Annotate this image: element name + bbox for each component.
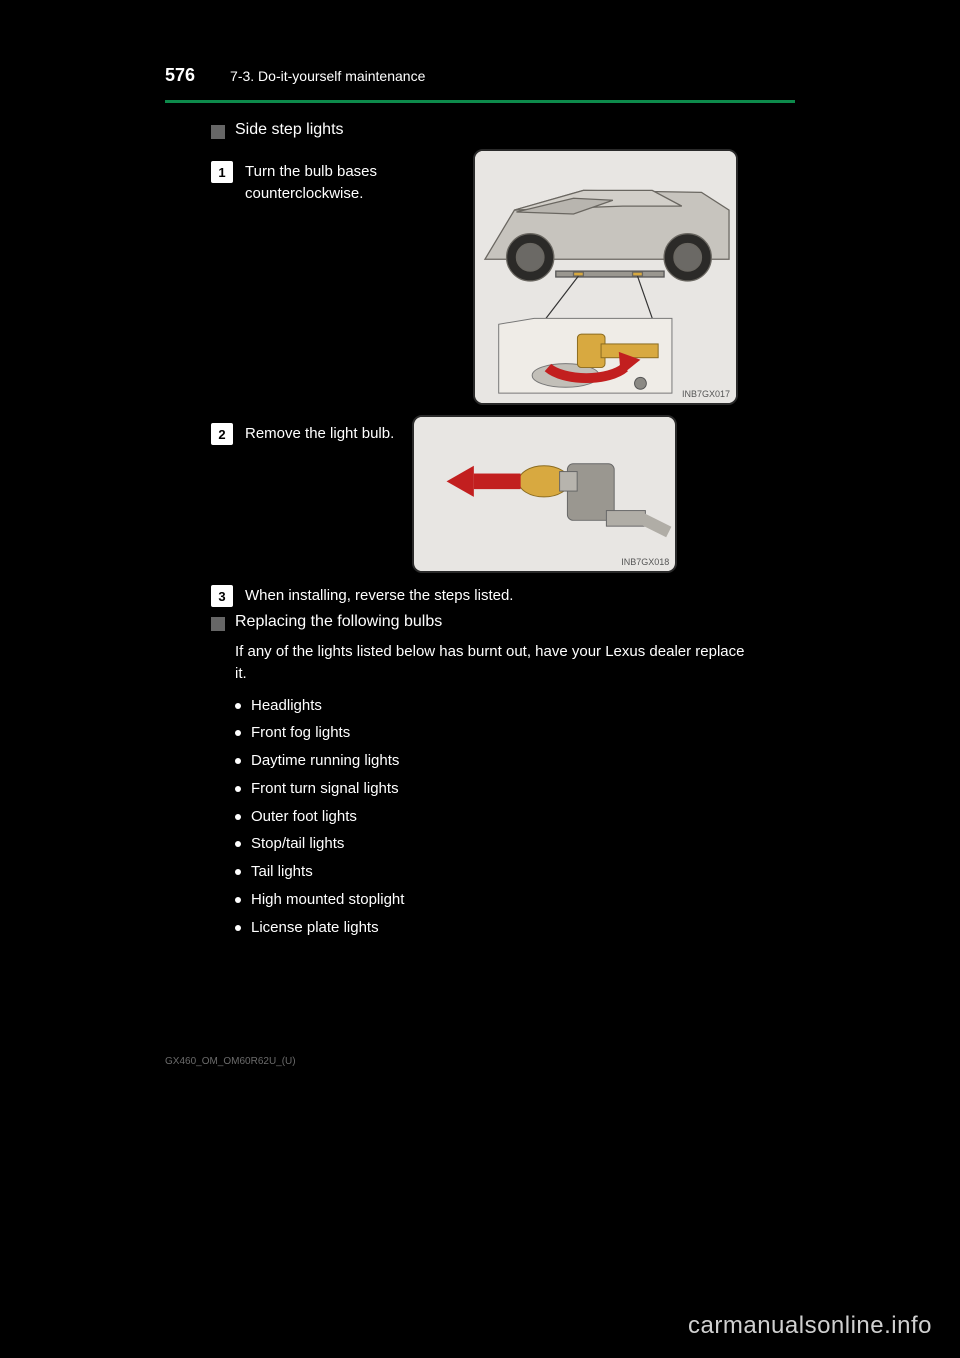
step-badge-1: 1: [211, 161, 233, 183]
bullet-dot-icon: [235, 814, 241, 820]
page-number: 576: [165, 65, 195, 86]
step-1-text: Turn the bulb bases counterclockwise.: [245, 161, 455, 205]
step-2: 2 Remove the light bulb.: [211, 423, 394, 445]
section-divider: [165, 100, 795, 103]
list-item: Outer foot lights: [235, 806, 795, 828]
topic-replacing-bulbs: Replacing the following bulbs: [211, 613, 795, 631]
watermark: carmanualsonline.info: [688, 1312, 932, 1340]
doc-reference: GX460_OM_OM60R62U_(U): [165, 1056, 960, 1067]
list-item: Tail lights: [235, 861, 795, 883]
list-item: Front turn signal lights: [235, 778, 795, 800]
topic-title: Side step lights: [235, 121, 344, 139]
figure-1: INB7GX017: [473, 149, 738, 405]
bullet-dot-icon: [235, 730, 241, 736]
step-3: 3 When installing, reverse the steps lis…: [211, 585, 795, 607]
bullet-dot-icon: [235, 758, 241, 764]
step-badge-2: 2: [211, 423, 233, 445]
list-item: License plate lights: [235, 917, 795, 939]
bullet-dot-icon: [235, 925, 241, 931]
list-item-label: Headlights: [251, 695, 322, 717]
list-item-label: Front turn signal lights: [251, 778, 399, 800]
step-2-text: Remove the light bulb.: [245, 423, 394, 445]
list-item-label: Outer foot lights: [251, 806, 357, 828]
list-item: Stop/tail lights: [235, 833, 795, 855]
bullet-dot-icon: [235, 786, 241, 792]
step-badge-3: 3: [211, 585, 233, 607]
list-item: High mounted stoplight: [235, 889, 795, 911]
figure-1-caption: INB7GX017: [682, 389, 730, 399]
bullet-dot-icon: [235, 703, 241, 709]
list-item-label: High mounted stoplight: [251, 889, 404, 911]
topic-side-step-lights: Side step lights: [211, 121, 795, 139]
bullet-dot-icon: [235, 841, 241, 847]
list-item-label: Daytime running lights: [251, 750, 399, 772]
list-item-label: Tail lights: [251, 861, 313, 883]
section-label: 7-3. Do-it-yourself maintenance: [230, 68, 425, 84]
topic-2-title: Replacing the following bulbs: [235, 613, 442, 631]
step-3-text: When installing, reverse the steps liste…: [245, 585, 513, 607]
list-item-label: Front fog lights: [251, 722, 350, 744]
topic-bullet-icon: [211, 125, 225, 139]
list-item: Headlights: [235, 695, 795, 717]
bullet-dot-icon: [235, 897, 241, 903]
list-item: Front fog lights: [235, 722, 795, 744]
step-1: 1 Turn the bulb bases counterclockwise.: [211, 161, 455, 205]
list-item-label: License plate lights: [251, 917, 379, 939]
topic-2-intro: If any of the lights listed below has bu…: [235, 641, 755, 685]
figure-2-caption: INB7GX018: [621, 557, 669, 567]
bullet-dot-icon: [235, 869, 241, 875]
list-item-label: Stop/tail lights: [251, 833, 344, 855]
list-item: Daytime running lights: [235, 750, 795, 772]
figure-2: INB7GX018: [412, 415, 677, 573]
topic-bullet-icon: [211, 617, 225, 631]
